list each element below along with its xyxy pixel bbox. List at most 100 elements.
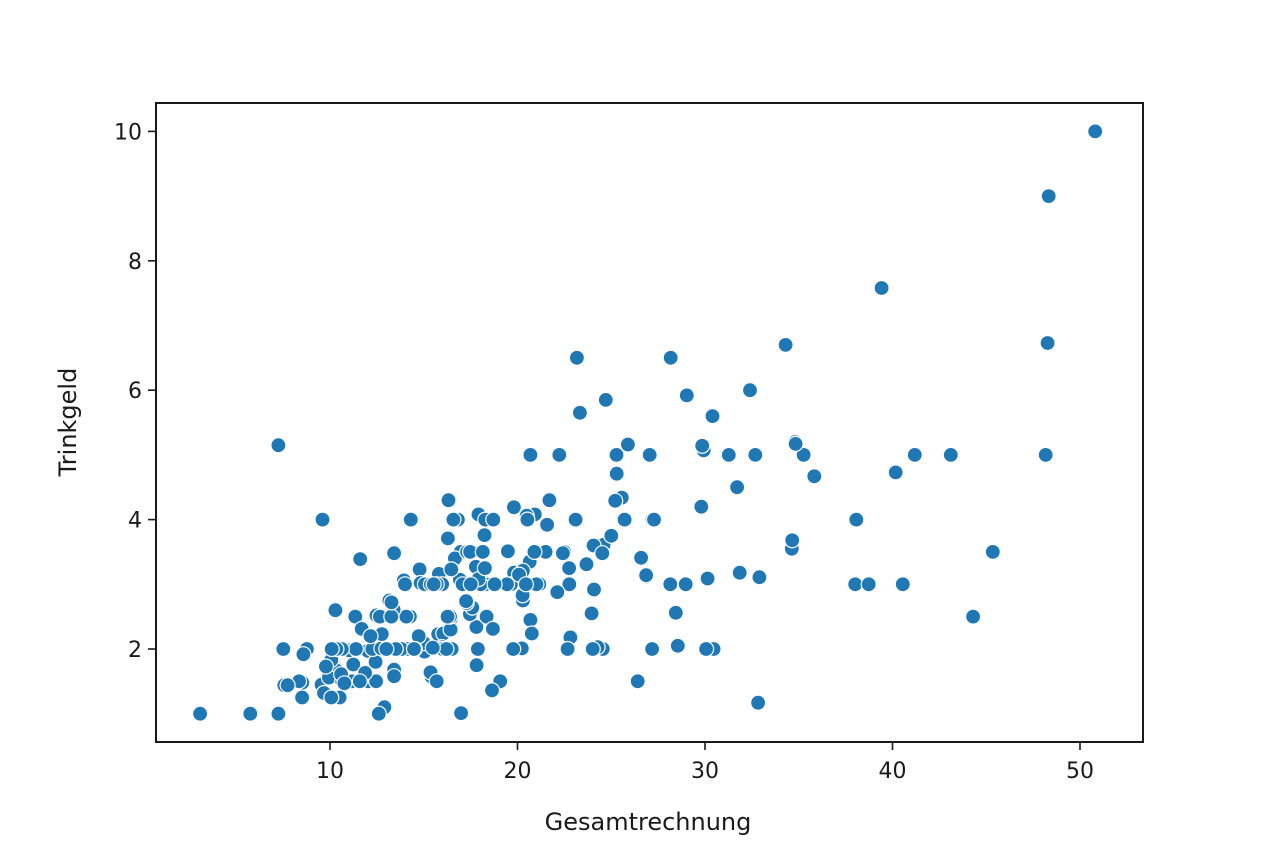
- data-point: [362, 627, 379, 645]
- data-point: [541, 492, 558, 509]
- data-point: [603, 527, 620, 544]
- data-point: [777, 336, 794, 353]
- data-point: [327, 602, 344, 619]
- data-point: [567, 511, 584, 528]
- data-point: [1040, 188, 1057, 205]
- y-axis-label: Trinkgeld: [54, 368, 82, 478]
- data-point: [476, 559, 493, 577]
- data-point: [383, 608, 400, 625]
- data-point: [984, 543, 1001, 561]
- data-point: [847, 576, 864, 593]
- data-point: [669, 637, 686, 654]
- data-point: [486, 576, 503, 593]
- data-point: [585, 581, 603, 598]
- data-point: [295, 646, 312, 663]
- data-point: [192, 705, 209, 722]
- data-point: [887, 464, 904, 481]
- data-point: [720, 446, 737, 463]
- axes-frame: [155, 102, 1144, 743]
- data-point: [678, 387, 695, 404]
- data-point: [270, 437, 287, 454]
- data-point: [405, 640, 423, 658]
- data-point: [787, 435, 804, 452]
- data-point: [383, 594, 400, 611]
- data-point: [458, 592, 475, 610]
- data-point: [584, 640, 601, 658]
- data-point: [677, 576, 694, 593]
- data-point: [462, 576, 479, 593]
- data-point: [848, 511, 865, 528]
- data-point: [468, 618, 485, 636]
- data-point: [440, 492, 457, 509]
- data-point: [474, 543, 491, 561]
- x-axis-ticks: 10 20 30 40 50: [316, 742, 1094, 784]
- data-point: [485, 511, 502, 528]
- data-point: [747, 446, 764, 463]
- data-point: [439, 608, 456, 625]
- data-point: [894, 576, 911, 593]
- data-point: [643, 640, 661, 658]
- data-point: [347, 640, 364, 658]
- data-point: [571, 404, 589, 421]
- data-point: [662, 349, 679, 366]
- data-point: [619, 436, 637, 453]
- data-point: [594, 545, 611, 562]
- data-point: [608, 465, 625, 482]
- data-point: [402, 511, 419, 528]
- data-point: [279, 677, 296, 694]
- data-point: [942, 446, 959, 463]
- data-point: [314, 511, 331, 528]
- data-point: [505, 499, 523, 516]
- data-point: [704, 408, 721, 425]
- data-point: [468, 657, 485, 674]
- data-point: [519, 511, 536, 528]
- data-point: [352, 550, 369, 568]
- data-point: [396, 576, 414, 593]
- data-point: [499, 543, 516, 560]
- data-point: [583, 605, 600, 622]
- data-point: [561, 576, 578, 593]
- data-point: [560, 559, 578, 577]
- data-point: [317, 658, 334, 675]
- data-point: [386, 668, 403, 685]
- data-point: [368, 673, 385, 690]
- data-point: [731, 564, 748, 581]
- data-point: [1039, 334, 1056, 352]
- data-point: [386, 545, 403, 562]
- y-axis-ticks: 2 4 6 8 10: [114, 120, 156, 663]
- data-point: [523, 625, 540, 642]
- data-point: [270, 705, 287, 722]
- data-point: [411, 561, 428, 578]
- y-tick-label: 2: [128, 638, 142, 663]
- data-point: [439, 530, 456, 547]
- data-point: [483, 682, 501, 699]
- data-point: [476, 526, 493, 544]
- data-point: [469, 640, 486, 658]
- data-point: [728, 479, 746, 496]
- data-point: [697, 640, 715, 658]
- data-point: [453, 704, 470, 722]
- data-point: [645, 511, 663, 528]
- data-point: [629, 673, 646, 690]
- data-point: [751, 569, 768, 586]
- data-point: [424, 639, 441, 656]
- data-point: [1037, 446, 1054, 463]
- x-axis-label: Gesamtrechnung: [545, 808, 752, 836]
- data-point: [906, 446, 923, 463]
- data-point: [795, 446, 812, 463]
- data-point: [517, 576, 535, 593]
- data-point: [694, 437, 711, 454]
- data-point: [323, 640, 340, 658]
- data-points: [192, 123, 1104, 722]
- data-point: [443, 561, 460, 578]
- data-point: [551, 446, 568, 463]
- data-point: [275, 640, 292, 658]
- data-point: [784, 532, 801, 549]
- data-point: [637, 567, 655, 584]
- data-point: [607, 492, 624, 509]
- y-tick-label: 4: [128, 509, 142, 534]
- data-point: [578, 556, 595, 573]
- data-point: [484, 620, 501, 638]
- data-point: [667, 604, 684, 621]
